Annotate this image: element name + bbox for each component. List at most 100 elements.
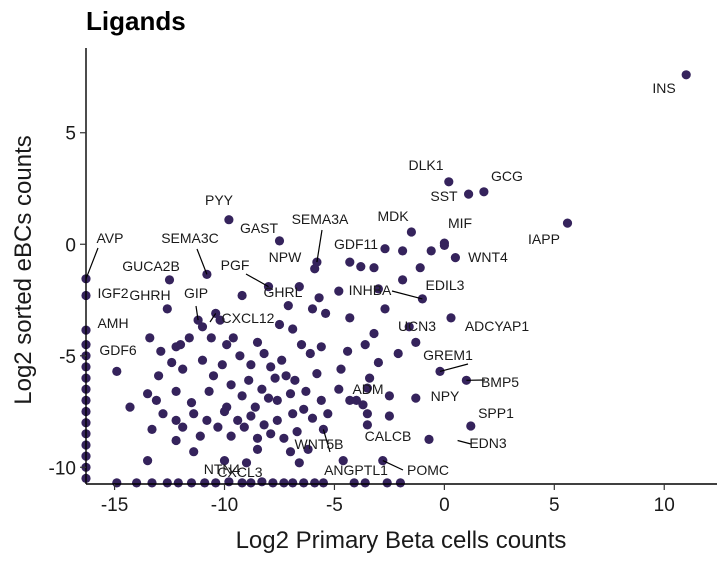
data-point: [270, 373, 280, 383]
data-point: [171, 342, 181, 352]
point-label: GREM1: [423, 347, 473, 363]
data-point: [279, 478, 289, 488]
point-label: INS: [652, 80, 675, 96]
data-point: [112, 366, 122, 376]
x-axis-title: Log2 Primary Beta cells counts: [236, 527, 567, 554]
data-point: [310, 478, 320, 488]
data-point: [246, 360, 256, 370]
data-point: [233, 415, 243, 425]
x-tick-label: -15: [101, 495, 128, 516]
data-point: [279, 433, 289, 443]
data-point: [343, 346, 353, 356]
data-point: [369, 328, 379, 339]
data-point: [292, 427, 302, 437]
data-point: [281, 371, 291, 381]
data-point: [450, 253, 460, 263]
data-point: [294, 458, 304, 468]
data-point: [178, 364, 188, 374]
point-label: INHBA: [349, 282, 392, 298]
data-point: [424, 434, 434, 444]
data-point: [356, 262, 366, 272]
data-point: [173, 478, 183, 488]
point-label: MIF: [448, 215, 472, 231]
data-point: [222, 340, 232, 350]
y-tick-label: -5: [59, 347, 76, 368]
data-point: [202, 415, 212, 425]
data-point: [316, 395, 326, 405]
data-point: [268, 478, 278, 488]
data-point: [307, 304, 318, 314]
data-point: [147, 424, 157, 434]
data-point: [197, 355, 208, 365]
data-point: [156, 346, 166, 356]
data-point: [312, 369, 322, 379]
data-point: [395, 478, 405, 488]
data-point: [263, 393, 274, 403]
data-point: [112, 478, 122, 488]
data-point: [186, 478, 197, 488]
data-point: [257, 384, 267, 394]
data-point: [219, 456, 230, 466]
point-label: UCN3: [398, 318, 436, 334]
data-point: [314, 293, 324, 303]
data-point: [143, 456, 153, 466]
data-point: [189, 409, 199, 419]
point-label: GDF6: [99, 342, 137, 358]
label-leader-line: [457, 439, 472, 445]
data-point: [384, 391, 394, 401]
data-point: [444, 177, 454, 187]
label-leader-line: [195, 305, 199, 321]
data-point: [349, 478, 359, 488]
data-point: [241, 458, 252, 468]
point-label: NPW: [269, 249, 302, 265]
data-point: [411, 393, 421, 403]
data-point: [171, 386, 181, 396]
data-point: [384, 411, 394, 421]
data-point: [246, 478, 256, 488]
data-point: [272, 395, 282, 405]
data-point: [266, 362, 276, 372]
data-point: [244, 375, 254, 385]
data-point: [288, 324, 298, 334]
data-point: [681, 70, 691, 80]
data-point: [338, 456, 348, 466]
data-point: [145, 333, 155, 343]
data-point: [204, 386, 214, 396]
data-point: [226, 431, 236, 441]
point-label: SST: [430, 188, 458, 204]
point-label: ADM: [352, 381, 383, 397]
data-point: [252, 433, 263, 443]
data-point: [358, 400, 368, 410]
data-point: [219, 406, 230, 417]
point-label: ADCYAP1: [465, 318, 530, 334]
data-point: [360, 340, 370, 350]
data-point: [288, 409, 298, 419]
data-point: [226, 380, 236, 390]
data-point: [154, 371, 164, 381]
data-point: [307, 413, 318, 423]
point-label: AVP: [97, 230, 124, 246]
data-point: [310, 264, 320, 274]
data-point: [132, 478, 142, 488]
data-point: [147, 478, 157, 488]
point-label: AMH: [97, 315, 128, 331]
point-label: NPY: [431, 388, 460, 404]
point-label: GUCA2B: [122, 258, 180, 274]
label-leader-line: [209, 313, 217, 323]
point-label: EDIL3: [426, 277, 465, 293]
data-point: [296, 340, 307, 350]
data-point: [217, 360, 227, 370]
data-point: [398, 275, 408, 285]
x-tick-label: 5: [549, 495, 560, 516]
data-point: [237, 391, 247, 401]
y-axis-ticks: -10 -5 0 5: [49, 124, 86, 479]
point-label: CXCL12: [222, 310, 275, 326]
data-point: [362, 420, 372, 430]
data-point: [195, 431, 205, 441]
point-label: GHRH: [129, 287, 170, 303]
data-point: [303, 444, 313, 454]
data-point: [411, 337, 421, 347]
data-point: [158, 409, 168, 419]
data-point: [162, 304, 172, 314]
x-tick-label: 10: [654, 495, 675, 516]
